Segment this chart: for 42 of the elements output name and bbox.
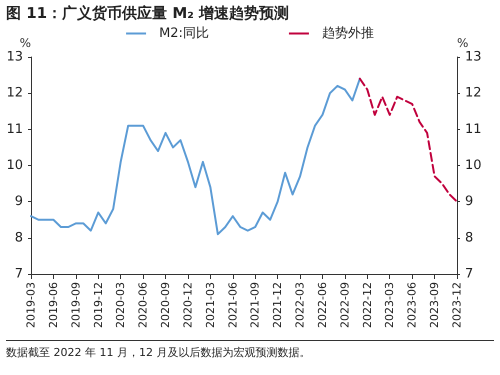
y2-axis-title: % xyxy=(457,36,468,50)
text: 数据截至 2022 年 11 月，12 月及以后数据为宏观预测数据。 xyxy=(6,340,494,360)
legend-label: 趋势外推 xyxy=(322,26,374,41)
y2-tick-label: 13 xyxy=(465,50,482,64)
x-tick-label: 2023-09 xyxy=(428,282,442,328)
x-tick-label: 2019-09 xyxy=(69,282,82,328)
x-tick-label: 2021-12 xyxy=(271,282,284,328)
y-tick-label: 8 xyxy=(14,230,23,246)
x-tick-label: 2023-06 xyxy=(406,282,419,328)
y-tick-label: 7 xyxy=(14,266,23,282)
y2-tick-label: 12 xyxy=(465,86,482,101)
x-tick-label: 2019-03 xyxy=(24,282,38,328)
x-tick-label: 2020-12 xyxy=(181,282,194,328)
x-tick-label: 2023-03 xyxy=(383,282,396,328)
y-tick-label: 9 xyxy=(14,194,23,210)
x-tick-label: 2021-09 xyxy=(248,282,262,328)
y2-tick-label: 11 xyxy=(465,122,482,137)
x-tick-label: 2022-12 xyxy=(360,282,374,328)
y2-tick-label: 10 xyxy=(465,158,482,173)
chart-title: 图 11：广义货币供应量 M₂ 增速趋势预测 xyxy=(6,4,290,23)
x-tick-label: 2022-03 xyxy=(294,282,307,328)
y-axis-title: % xyxy=(20,36,31,50)
x-tick-label: 2019-06 xyxy=(46,282,60,328)
y-tick-label: 13 xyxy=(6,50,23,64)
x-tick-label: 2023-12 xyxy=(450,282,464,328)
line-series xyxy=(30,78,361,236)
y-tick-label: 10 xyxy=(6,158,23,173)
x-tick-label: 2020-06 xyxy=(136,282,150,328)
y2-tick-label: 8 xyxy=(465,230,474,246)
legend-label: M2:同比 xyxy=(159,26,209,41)
x-tick-label: 2019-12 xyxy=(92,282,105,328)
x-tick-label: 2021-03 xyxy=(204,282,217,328)
x-tick-label: 2020-03 xyxy=(114,282,128,328)
x-tick-label: 2022-09 xyxy=(338,282,352,328)
y2-tick-label: 7 xyxy=(465,266,474,282)
x-tick-label: 2022-06 xyxy=(316,282,329,328)
line-series xyxy=(358,78,458,203)
y2-tick-label: 9 xyxy=(465,194,474,210)
x-tick-label: 2021-06 xyxy=(226,282,240,328)
y-tick-label: 12 xyxy=(6,86,23,101)
y-tick-label: 11 xyxy=(6,122,23,137)
x-tick-label: 2020-09 xyxy=(159,282,172,328)
